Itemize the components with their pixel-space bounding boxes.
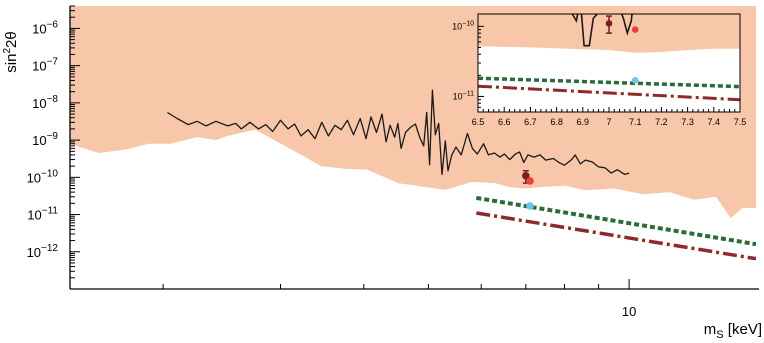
inset-x-tick-label: 7.4 <box>708 117 721 127</box>
data-point <box>522 171 530 180</box>
y-tick-label: 10−11 <box>27 206 58 223</box>
inset-x-tick-label: 6.8 <box>550 117 563 127</box>
data-point <box>526 177 534 185</box>
y-tick-label: 10−12 <box>27 243 59 260</box>
inset-x-tick-label: 7.2 <box>655 117 668 127</box>
inset-data-point <box>631 76 639 84</box>
limit-curve <box>167 89 630 176</box>
inset-x-tick-label: 6.9 <box>577 117 590 127</box>
inset-x-tick-label: 7.1 <box>629 117 642 127</box>
inset-x-tick-label: 6.5 <box>472 117 485 127</box>
y-tick-label: 10−10 <box>27 168 59 185</box>
red-dashdot-line <box>476 211 756 261</box>
y-axis-label: sin22θ <box>2 31 20 72</box>
inset-x-tick-label: 6.7 <box>524 117 537 127</box>
inset-x-tick-label: 7 <box>606 117 611 127</box>
x-tick-label: 10 <box>622 304 636 319</box>
inset-y-tick-label: 10−11 <box>453 90 474 101</box>
inset-x-tick-label: 7.3 <box>681 117 694 127</box>
y-tick-label: 10−8 <box>32 94 58 111</box>
inset-x-tick-label: 7.5 <box>734 117 747 127</box>
inset-y-tick-label: 10−10 <box>452 20 474 31</box>
inset-red-dashdot-line <box>478 84 740 102</box>
inset-green-dashed-line <box>478 76 740 89</box>
y-tick-label: 10−9 <box>32 131 58 148</box>
y-tick-label: 10−7 <box>32 57 58 74</box>
inset-limit-curve <box>571 14 633 47</box>
y-tick-label: 10−6 <box>32 19 58 36</box>
green-dashed-line <box>475 195 756 247</box>
x-axis-label: mS [keV] <box>704 321 762 341</box>
inset-plot-area <box>478 14 740 102</box>
inset-data-point <box>631 26 639 33</box>
data-point <box>526 202 534 210</box>
inset-data-point <box>605 20 613 27</box>
inset-x-tick-label: 6.6 <box>498 117 511 127</box>
